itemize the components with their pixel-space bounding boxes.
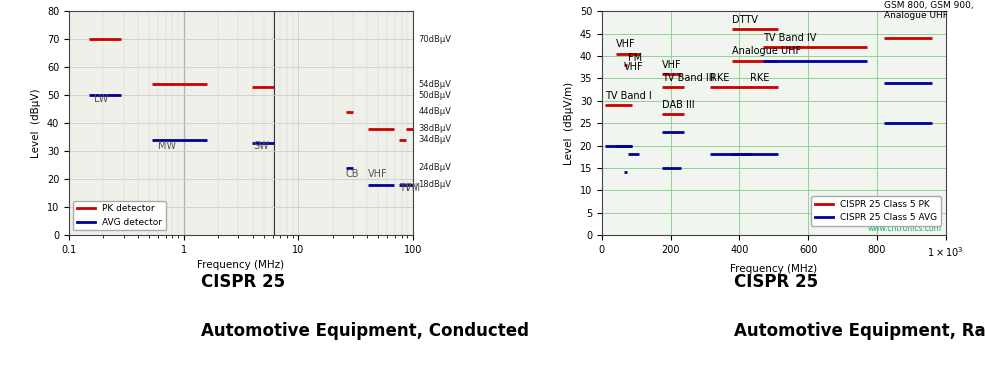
Text: 18dBμV: 18dBμV xyxy=(419,180,451,189)
Text: VHF: VHF xyxy=(662,60,682,69)
Text: CB: CB xyxy=(346,169,360,179)
Text: VHF: VHF xyxy=(368,169,388,179)
Y-axis label: Level  (dBμV/m): Level (dBμV/m) xyxy=(564,81,574,165)
Text: 50dBμV: 50dBμV xyxy=(419,91,451,100)
Text: MW: MW xyxy=(159,141,176,151)
Text: 38dBμV: 38dBμV xyxy=(419,124,451,133)
Text: SW: SW xyxy=(254,141,270,151)
Text: www.cntronics.com: www.cntronics.com xyxy=(868,224,943,233)
Text: 34dBμV: 34dBμV xyxy=(419,135,451,144)
Text: VHF: VHF xyxy=(616,39,635,49)
Text: FM: FM xyxy=(628,53,642,63)
Legend: PK detector, AVG detector: PK detector, AVG detector xyxy=(74,201,165,230)
Text: TV Band I: TV Band I xyxy=(605,91,652,101)
Text: DAB III: DAB III xyxy=(662,100,694,110)
Text: FM: FM xyxy=(407,183,421,193)
Text: 24dBμV: 24dBμV xyxy=(419,163,451,172)
Text: Automotive Equipment, Radiated: Automotive Equipment, Radiated xyxy=(734,322,985,340)
X-axis label: Frequency (MHz): Frequency (MHz) xyxy=(197,260,285,270)
Text: TV Band IV: TV Band IV xyxy=(763,33,817,43)
Text: 54dBμV: 54dBμV xyxy=(419,80,451,89)
Text: LW: LW xyxy=(94,94,108,103)
Text: CISPR 25: CISPR 25 xyxy=(734,273,819,291)
Text: RKE: RKE xyxy=(750,73,769,83)
Text: Analogue UHF: Analogue UHF xyxy=(733,46,802,56)
Text: 70dBμV: 70dBμV xyxy=(419,35,451,44)
Text: GSM 800, GSM 900,
Analogue UHF: GSM 800, GSM 900, Analogue UHF xyxy=(884,1,973,20)
Text: Automotive Equipment, Conducted: Automotive Equipment, Conducted xyxy=(202,322,530,340)
Y-axis label: Level  (dBμV): Level (dBμV) xyxy=(32,88,41,158)
Text: CISPR 25: CISPR 25 xyxy=(202,273,286,291)
Text: VHF: VHF xyxy=(624,62,644,72)
Text: DTTV: DTTV xyxy=(733,15,758,25)
Text: TV I: TV I xyxy=(399,183,418,193)
Text: TV Band III: TV Band III xyxy=(662,73,714,83)
Legend: CISPR 25 Class 5 PK, CISPR 25 Class 5 AVG: CISPR 25 Class 5 PK, CISPR 25 Class 5 AV… xyxy=(812,196,941,226)
X-axis label: Frequency (MHz): Frequency (MHz) xyxy=(730,264,818,274)
Text: 44dBμV: 44dBμV xyxy=(419,108,451,116)
Text: RKE: RKE xyxy=(710,73,730,83)
